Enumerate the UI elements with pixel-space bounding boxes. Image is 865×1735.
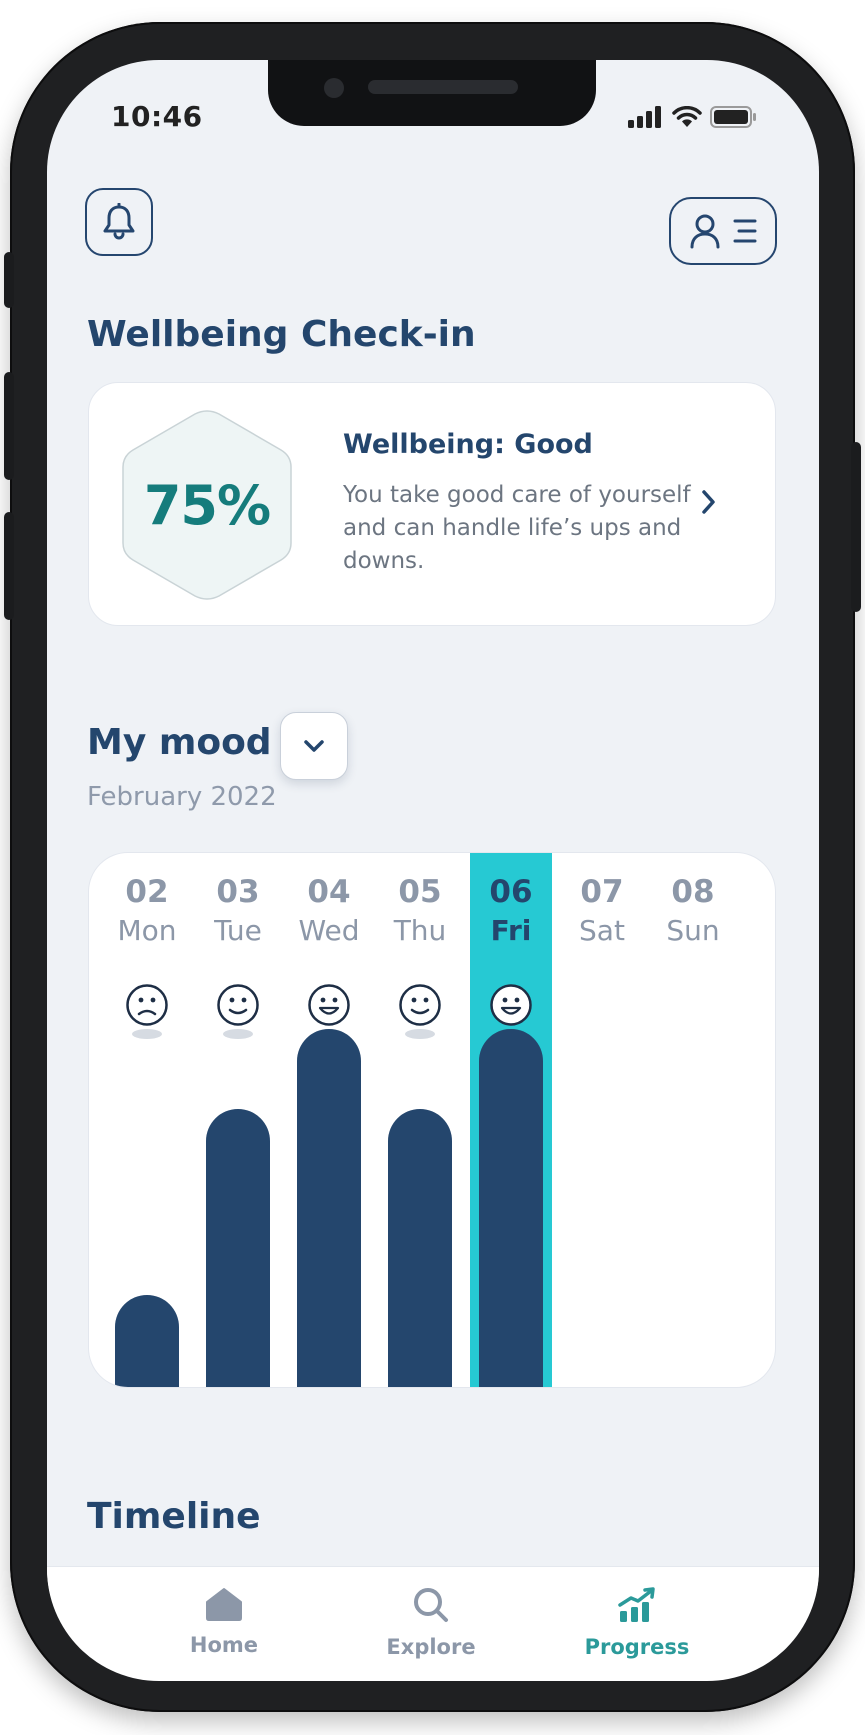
bottom-navigation: Home Explore Progress [47, 1566, 819, 1681]
battery-icon [710, 106, 756, 128]
day-column-header[interactable]: 06 Fri [470, 873, 552, 951]
bell-icon [103, 203, 135, 240]
day-name: Mon [117, 914, 177, 947]
mood-bar[interactable] [115, 1295, 179, 1387]
status-icons [628, 104, 758, 130]
side-button-power [851, 442, 861, 612]
mood-title: My mood [87, 722, 272, 763]
day-number: 02 [125, 874, 169, 910]
mood-face-shadow [132, 1029, 162, 1039]
day-number: 04 [307, 874, 351, 910]
side-button-volume-up [4, 372, 14, 480]
nav-item-home[interactable]: Home [164, 1587, 284, 1657]
nav-label-progress: Progress [584, 1635, 690, 1659]
mood-face-shadow [405, 1029, 435, 1039]
mood-bar[interactable] [388, 1109, 452, 1387]
home-icon [206, 1588, 242, 1621]
mood-period-dropdown[interactable] [280, 712, 348, 780]
chart-icon [618, 1587, 655, 1622]
very-happy-face-icon [308, 984, 350, 1026]
earpiece-speaker [368, 80, 518, 94]
menu-icon [733, 219, 757, 243]
happy-face-icon [399, 984, 441, 1026]
chevron-down-icon [304, 740, 324, 752]
front-camera [324, 78, 344, 98]
search-icon [414, 1588, 448, 1622]
happy-face-icon [217, 984, 259, 1026]
user-icon [690, 214, 720, 249]
mood-month-label: February 2022 [87, 782, 277, 812]
mood-bar[interactable] [206, 1109, 270, 1387]
mood-bar[interactable] [297, 1029, 361, 1387]
day-number: 05 [398, 874, 442, 910]
wellbeing-description: You take good care of yourself and can h… [343, 482, 691, 574]
page-title: Wellbeing Check-in [87, 314, 476, 355]
wifi-icon [672, 106, 702, 127]
nav-label-home: Home [189, 1633, 259, 1657]
mood-chart-card: 02 Mon 03 Tue 04 Wed 05 Thu 06 Fri 07 Sat 08 Sun [88, 852, 776, 1388]
day-name: Sun [666, 914, 720, 947]
day-name: Wed [298, 914, 360, 947]
timeline-title: Timeline [87, 1496, 261, 1537]
day-number: 07 [580, 874, 624, 910]
day-number: 03 [216, 874, 260, 910]
day-column-header[interactable]: 07 Sat [561, 873, 643, 951]
day-column-header[interactable]: 02 Mon [106, 873, 188, 951]
nav-label-explore: Explore [386, 1635, 476, 1659]
wellbeing-score: 75% [143, 473, 271, 537]
side-button-silent [4, 252, 14, 308]
very-happy-face-icon [490, 984, 532, 1026]
hexagon-score-shape [122, 410, 292, 600]
day-name: Fri [490, 914, 532, 947]
day-column-header[interactable]: 05 Thu [379, 873, 461, 951]
day-column-header[interactable]: 03 Tue [197, 873, 279, 951]
wellbeing-status-title: Wellbeing: Good [343, 429, 593, 460]
notch [268, 60, 596, 126]
status-time: 10:46 [111, 100, 203, 133]
signal-icon [628, 106, 661, 128]
nav-item-progress[interactable]: Progress [577, 1587, 697, 1659]
day-number: 08 [671, 874, 715, 910]
day-column-header[interactable]: 04 Wed [288, 873, 370, 951]
mood-face-shadow [223, 1029, 253, 1039]
mood-bar[interactable] [479, 1029, 543, 1387]
profile-menu-button[interactable] [669, 197, 777, 265]
wellbeing-card[interactable]: 75% Wellbeing: Good You take good care o… [88, 382, 776, 626]
side-button-volume-down [4, 512, 14, 620]
day-name: Tue [214, 914, 262, 947]
nav-item-explore[interactable]: Explore [371, 1587, 491, 1659]
day-name: Sat [579, 914, 625, 947]
sad-face-icon [126, 984, 168, 1026]
day-name: Thu [393, 914, 447, 947]
chevron-right-icon[interactable] [701, 489, 717, 515]
notifications-button[interactable] [85, 188, 153, 256]
day-column-header[interactable]: 08 Sun [652, 873, 734, 951]
day-number: 06 [489, 874, 533, 910]
